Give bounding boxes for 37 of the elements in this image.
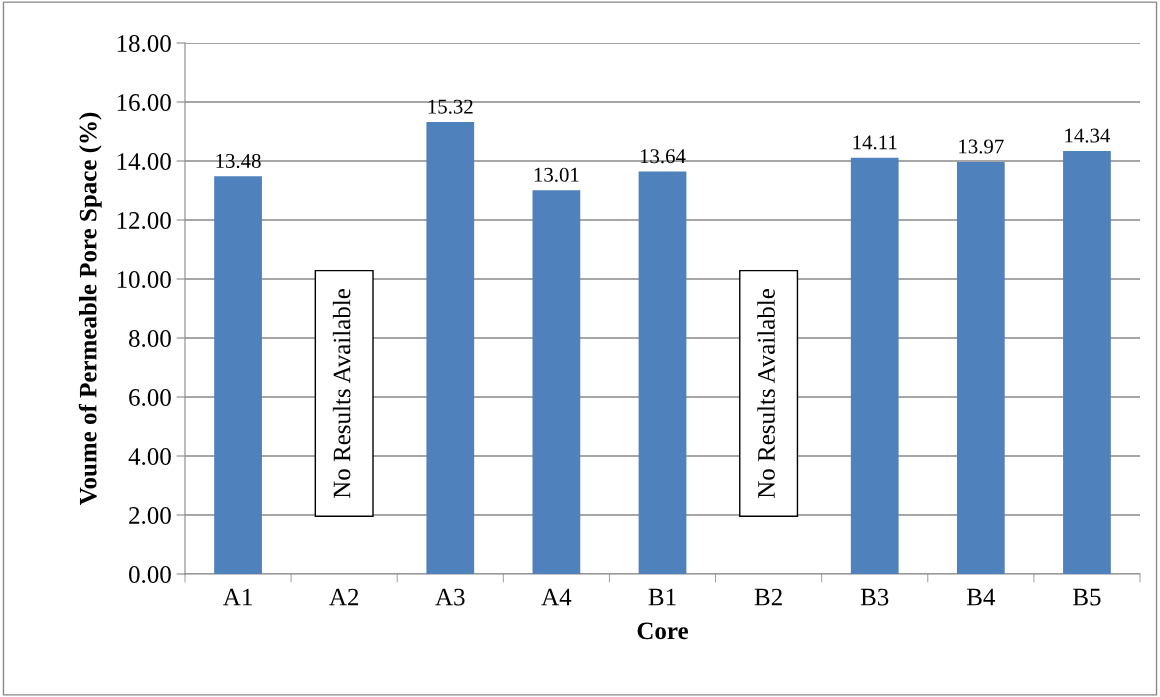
y-tick-label: 10.00 bbox=[117, 271, 171, 289]
x-tick-label: A4 bbox=[541, 588, 572, 606]
y-tick-label: 2.00 bbox=[129, 507, 171, 525]
y-axis-title: Voume of Permeable Pore Space (%) bbox=[78, 112, 102, 506]
bar bbox=[532, 190, 581, 574]
data-label: 13.97 bbox=[959, 139, 1004, 154]
y-tick-label: 4.00 bbox=[128, 448, 171, 466]
annotation: No Results Available bbox=[332, 289, 351, 499]
bar bbox=[1063, 150, 1111, 574]
annotation: No Results Available bbox=[757, 289, 775, 499]
bar bbox=[426, 122, 475, 574]
y-tick-label: 14.00 bbox=[117, 153, 171, 171]
data-label: 13.01 bbox=[534, 167, 579, 182]
x-tick-label: A3 bbox=[435, 588, 465, 606]
data-label: 13.64 bbox=[640, 149, 686, 164]
x-tick-label: B1 bbox=[648, 588, 676, 606]
y-tick-label: 0.00 bbox=[129, 566, 171, 584]
y-tick-label: 6.00 bbox=[129, 389, 171, 407]
bar bbox=[638, 171, 687, 574]
y-tick-label: 8.00 bbox=[129, 330, 171, 348]
x-tick-label: B5 bbox=[1073, 588, 1101, 606]
x-tick-label: A1 bbox=[223, 588, 252, 606]
data-label: 13.48 bbox=[216, 153, 261, 169]
x-axis-title: Core bbox=[637, 622, 689, 640]
x-tick-label: B2 bbox=[754, 588, 782, 606]
x-tick-label: A2 bbox=[329, 588, 359, 606]
bar bbox=[956, 161, 1005, 574]
y-tick-label: 18.00 bbox=[117, 35, 171, 53]
x-tick-label: B4 bbox=[966, 588, 996, 606]
x-tick-label: B3 bbox=[860, 588, 889, 606]
data-label: 14.11 bbox=[853, 135, 897, 150]
y-tick-label: 12.00 bbox=[117, 212, 171, 230]
data-label: 14.34 bbox=[1065, 128, 1111, 143]
y-tick-label: 16.00 bbox=[117, 94, 171, 112]
bar bbox=[850, 157, 899, 574]
data-label: 15.32 bbox=[428, 99, 473, 114]
bar bbox=[214, 176, 262, 574]
